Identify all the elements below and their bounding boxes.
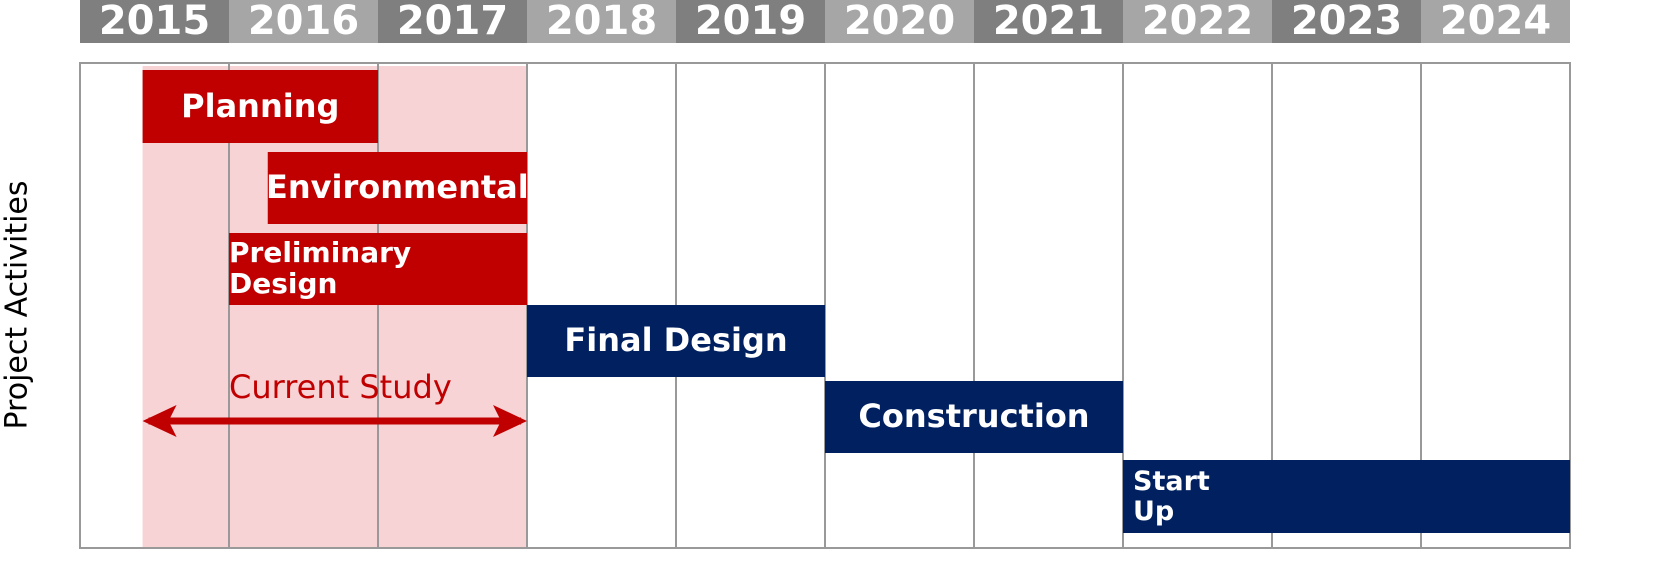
year-header	[229, 0, 378, 43]
task-bar	[1123, 460, 1570, 533]
x-tick-label: 2023	[1291, 0, 1402, 44]
x-tick-label: 2022	[1142, 0, 1253, 44]
x-tick-label: 2019	[695, 0, 806, 44]
task-label: Planning	[181, 86, 340, 125]
x-tick-label: 2024	[1440, 0, 1551, 44]
x-tick-label: 2015	[99, 0, 210, 44]
y-axis-label: Project Activities	[0, 180, 35, 429]
task-label: Environmental	[266, 168, 529, 207]
year-header	[1272, 0, 1421, 43]
task-label: Final Design	[564, 321, 788, 360]
x-tick-label: 2016	[248, 0, 359, 44]
task-bar	[229, 233, 527, 305]
plot-border	[79, 62, 1571, 549]
year-header	[1421, 0, 1570, 43]
year-header	[676, 0, 825, 43]
x-tick-label: 2020	[844, 0, 955, 44]
x-tick-label: 2021	[993, 0, 1104, 44]
year-header	[825, 0, 974, 43]
year-header	[378, 0, 527, 43]
year-header	[1123, 0, 1272, 43]
task-bar	[267, 152, 527, 224]
span-shade	[142, 66, 527, 548]
task-label: Construction	[858, 397, 1090, 436]
task-bar	[527, 305, 825, 377]
task-label: Start Up	[1133, 465, 1210, 527]
task-bar	[142, 70, 378, 143]
year-header	[974, 0, 1123, 43]
x-tick-label: 2017	[397, 0, 508, 44]
year-header	[80, 0, 229, 43]
arrow-head	[493, 405, 527, 437]
x-tick-label: 2018	[546, 0, 657, 44]
task-bar	[825, 381, 1123, 453]
span-label: Current Study	[229, 368, 452, 406]
arrow-head	[142, 405, 177, 437]
task-label: Preliminary Design	[229, 236, 412, 300]
year-header	[527, 0, 676, 43]
